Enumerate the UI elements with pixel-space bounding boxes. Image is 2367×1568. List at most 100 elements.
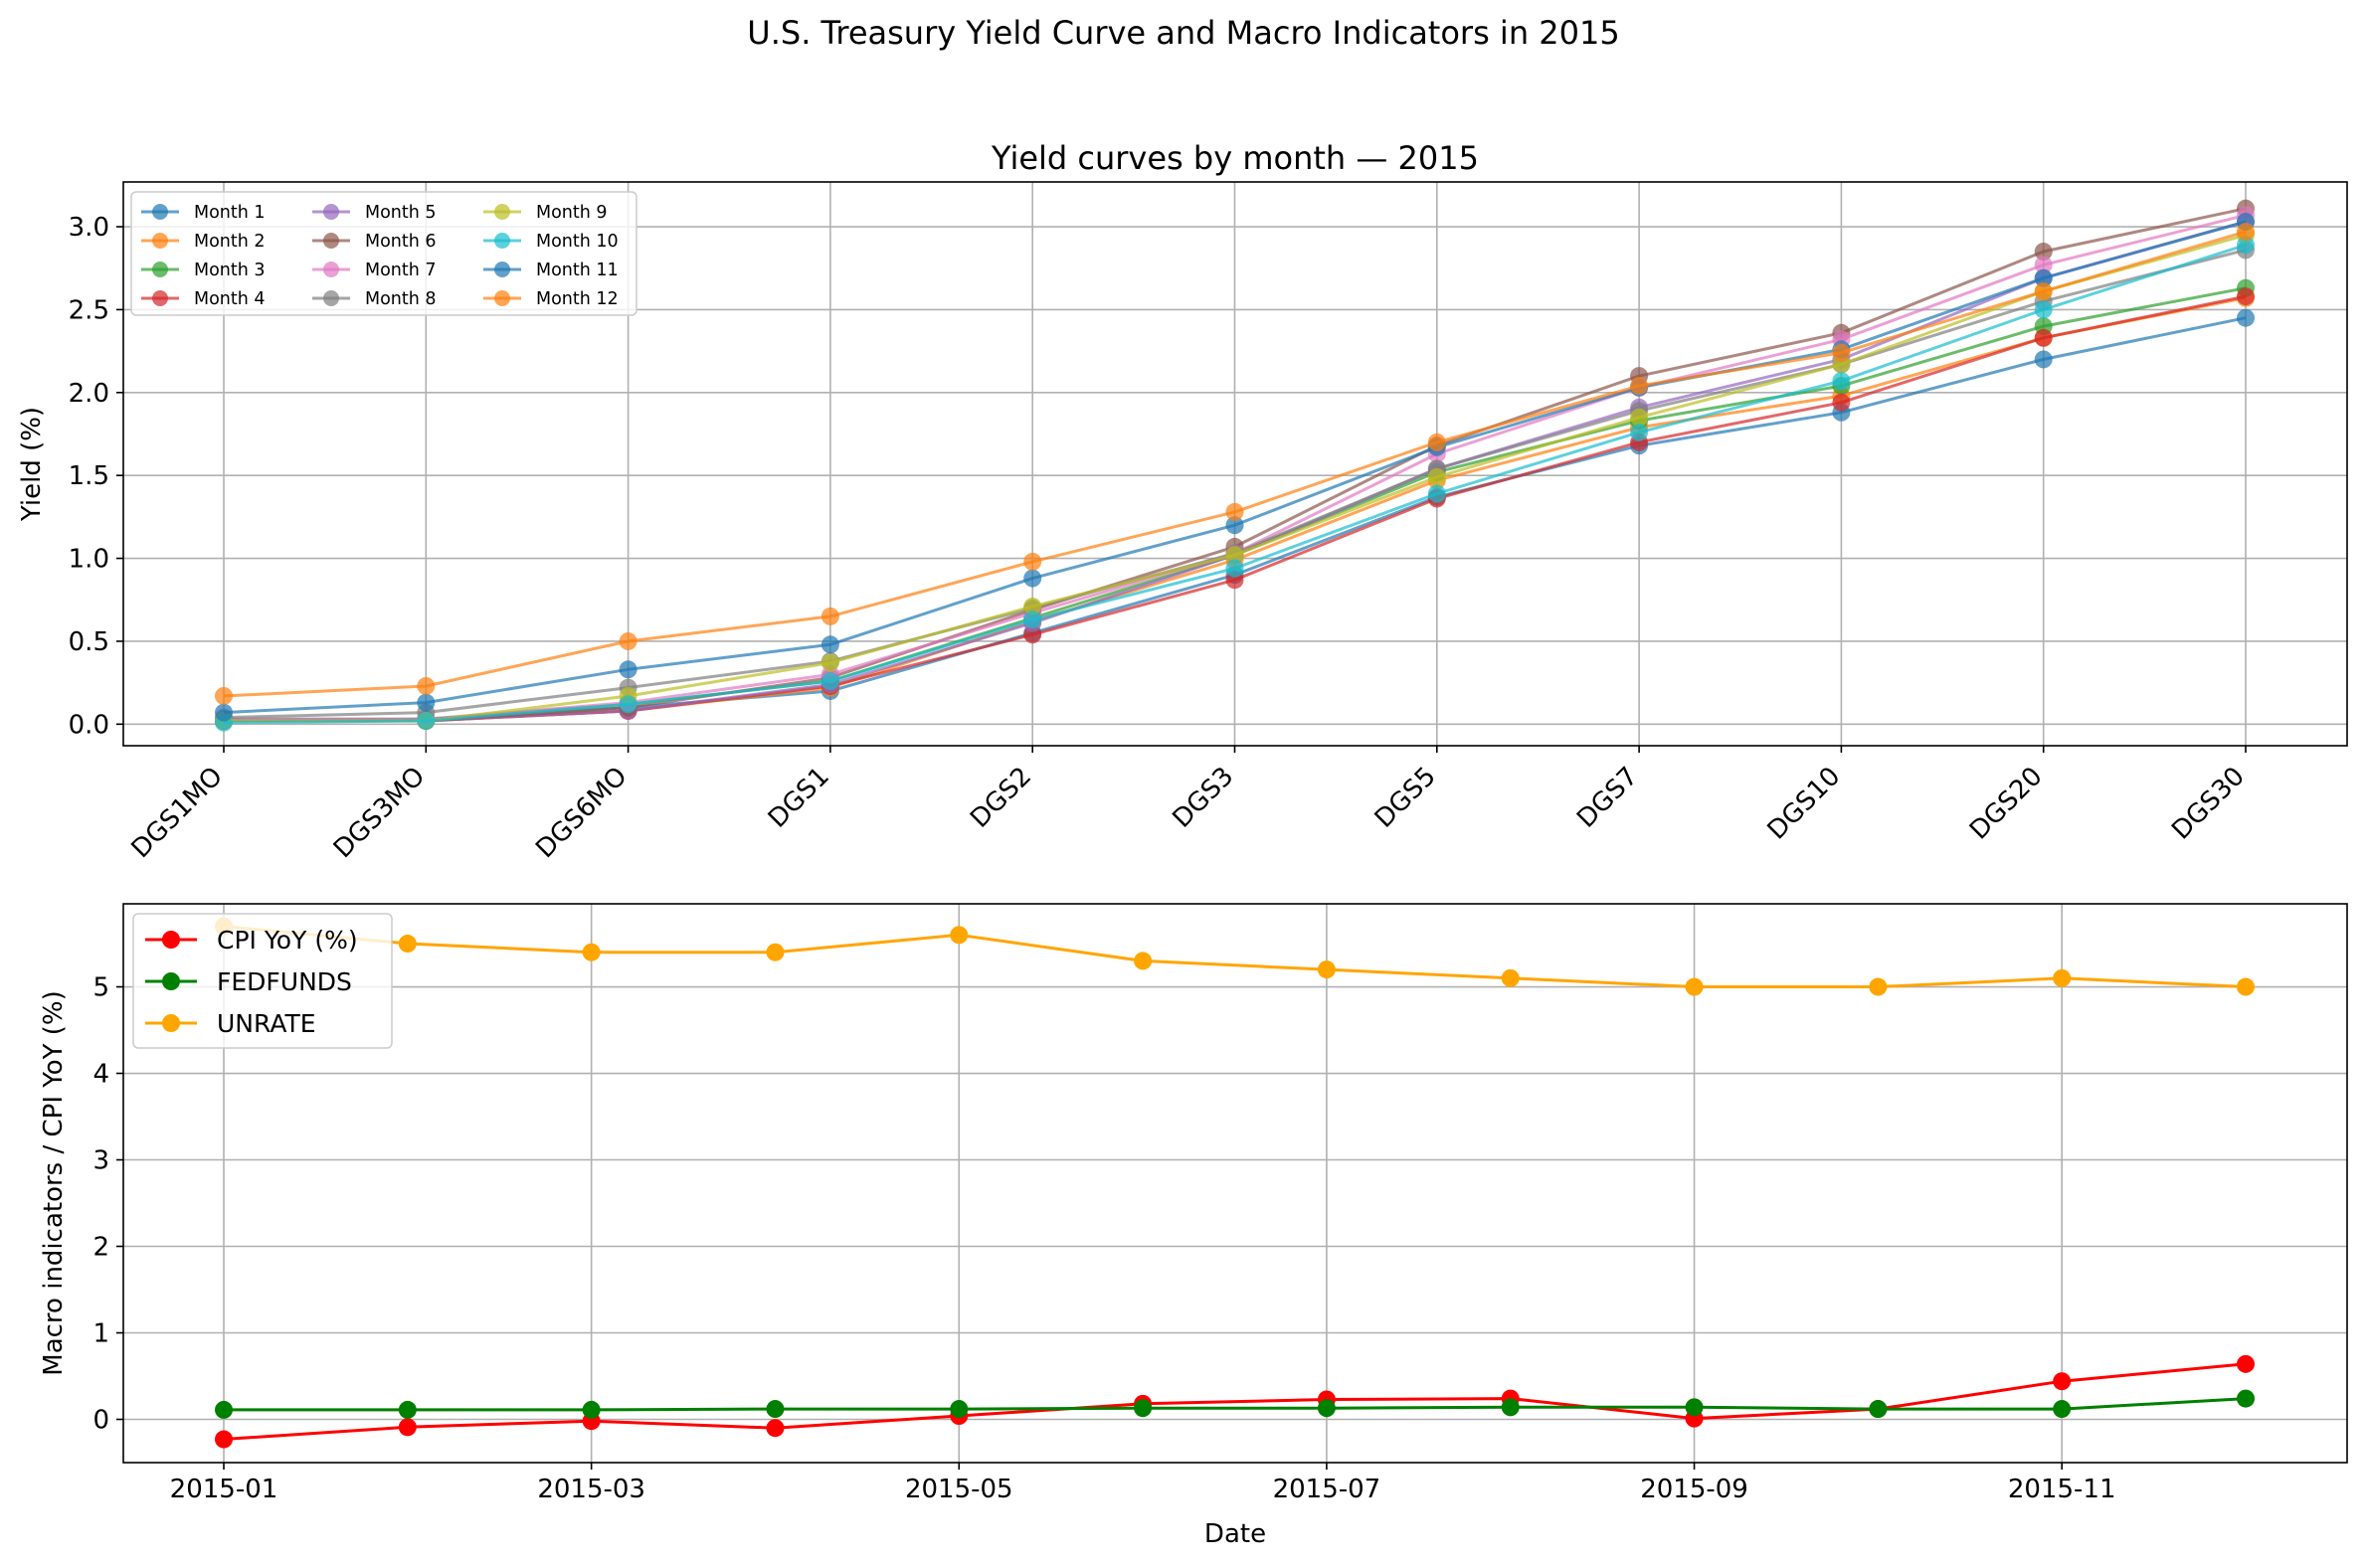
- series-line: [224, 1397, 2247, 1412]
- y-tick-label: 2.0: [69, 379, 109, 409]
- data-point: [2053, 1400, 2072, 1419]
- data-point: [1317, 1399, 1336, 1418]
- data-point: [1427, 433, 1446, 451]
- figure-suptitle: U.S. Treasury Yield Curve and Macro Indi…: [747, 14, 1619, 52]
- data-point: [2034, 256, 2053, 274]
- legend-label: UNRATE: [217, 1009, 316, 1038]
- data-point: [1630, 408, 1649, 427]
- data-point: [398, 1418, 417, 1437]
- data-point: [1134, 1399, 1153, 1418]
- y-tick-label: 0.0: [69, 710, 109, 740]
- data-point: [1869, 977, 1888, 996]
- data-point: [2034, 328, 2053, 347]
- legend: CPI YoY (%) FEDFUNDS UNRATE: [132, 913, 393, 1049]
- data-point: [2034, 300, 2053, 319]
- data-point: [2053, 968, 2072, 987]
- data-point: [1501, 968, 1520, 987]
- plot-frame: [122, 903, 2348, 1464]
- data-point: [215, 1400, 233, 1419]
- data-point: [1134, 952, 1153, 970]
- data-point: [417, 676, 436, 695]
- legend-label: Month 4: [194, 289, 266, 309]
- legend-label: Month 6: [365, 232, 437, 252]
- data-point: [1832, 372, 1851, 391]
- data-point: [1023, 610, 1042, 629]
- legend-label: Month 10: [536, 232, 619, 252]
- data-point: [215, 686, 233, 705]
- data-point: [2237, 308, 2255, 327]
- data-point: [1023, 552, 1042, 571]
- x-axis-label: Date: [1204, 1519, 1266, 1549]
- data-point: [2237, 1354, 2255, 1373]
- legend-box: [130, 191, 637, 316]
- data-point: [1023, 597, 1042, 615]
- legend-swatch-marker: [323, 233, 339, 249]
- series-line: [223, 925, 2247, 988]
- legend-label: Month 8: [365, 289, 437, 309]
- legend-label: Month 1: [194, 203, 266, 223]
- data-point: [1225, 502, 1244, 521]
- y-tick-label: 1.0: [69, 545, 109, 575]
- macro-indicators-chart: 0 1 2 3 4 5 2015-01 2015-03 2015-05 2015-07 2015-0…: [39, 903, 2348, 1549]
- x-tick-label: 2015-09: [1640, 1475, 1748, 1504]
- legend-swatch-marker: [152, 261, 168, 277]
- data-point: [1427, 467, 1446, 486]
- data-point: [215, 703, 233, 722]
- y-tick-label: 4: [92, 1060, 109, 1090]
- data-point: [1630, 377, 1649, 396]
- data-point: [1317, 960, 1336, 979]
- x-tick-label: 2015-11: [2008, 1475, 2116, 1504]
- chart-title: Yield curves by month — 2015: [991, 139, 1479, 177]
- data-point: [398, 1400, 417, 1419]
- data-point: [1832, 343, 1851, 362]
- legend-swatch-marker: [494, 233, 510, 249]
- data-point: [2237, 977, 2255, 996]
- legend-label: Month 5: [365, 203, 437, 223]
- x-tick-label: 2015-07: [1273, 1475, 1381, 1504]
- legend-label: FEDFUNDS: [217, 967, 352, 996]
- legend-label: CPI YoY (%): [217, 926, 358, 955]
- data-point: [1023, 569, 1042, 588]
- data-point: [1685, 1398, 1704, 1417]
- legend: Month 1 Month 2 Month 3 Month 4 Month 5 Month…: [130, 191, 637, 316]
- legend-label: Month 12: [536, 289, 619, 309]
- data-point: [766, 943, 785, 961]
- data-point: [950, 1400, 969, 1419]
- legend-label: Month 11: [536, 261, 619, 280]
- data-point: [1832, 393, 1851, 412]
- data-point: [417, 693, 436, 712]
- data-point: [1501, 1398, 1520, 1417]
- data-point: [1427, 484, 1446, 503]
- legend-swatch-marker: [494, 204, 510, 220]
- legend-label: Month 3: [194, 261, 266, 280]
- data-point: [820, 653, 839, 672]
- legend-swatch-marker: [152, 204, 168, 220]
- data-point: [1225, 516, 1244, 535]
- y-tick-label: 3: [92, 1146, 109, 1176]
- data-point: [2034, 350, 2053, 369]
- data-point: [766, 1419, 785, 1438]
- series-line: [223, 1362, 2247, 1441]
- data-point: [766, 1400, 785, 1419]
- data-point: [582, 943, 601, 961]
- legend-label: Month 2: [194, 232, 266, 252]
- y-tick-label: 2: [92, 1233, 109, 1263]
- data-point: [2237, 287, 2255, 306]
- y-tick-label: 1: [92, 1319, 109, 1349]
- legend-swatch-marker: [323, 204, 339, 220]
- data-point: [1685, 977, 1704, 996]
- x-tick-label: 2015-01: [170, 1475, 278, 1504]
- data-point: [619, 695, 637, 714]
- legend-box: [132, 913, 393, 1049]
- data-point: [950, 926, 969, 945]
- data-point: [820, 671, 839, 690]
- data-point: [417, 711, 436, 730]
- data-point: [1869, 1400, 1888, 1419]
- data-point: [619, 660, 637, 679]
- data-point: [2034, 243, 2053, 261]
- y-tick-label: 0: [92, 1406, 109, 1436]
- legend-swatch-marker: [152, 290, 168, 306]
- legend-swatch-marker: [323, 290, 339, 306]
- data-point: [2053, 1372, 2072, 1391]
